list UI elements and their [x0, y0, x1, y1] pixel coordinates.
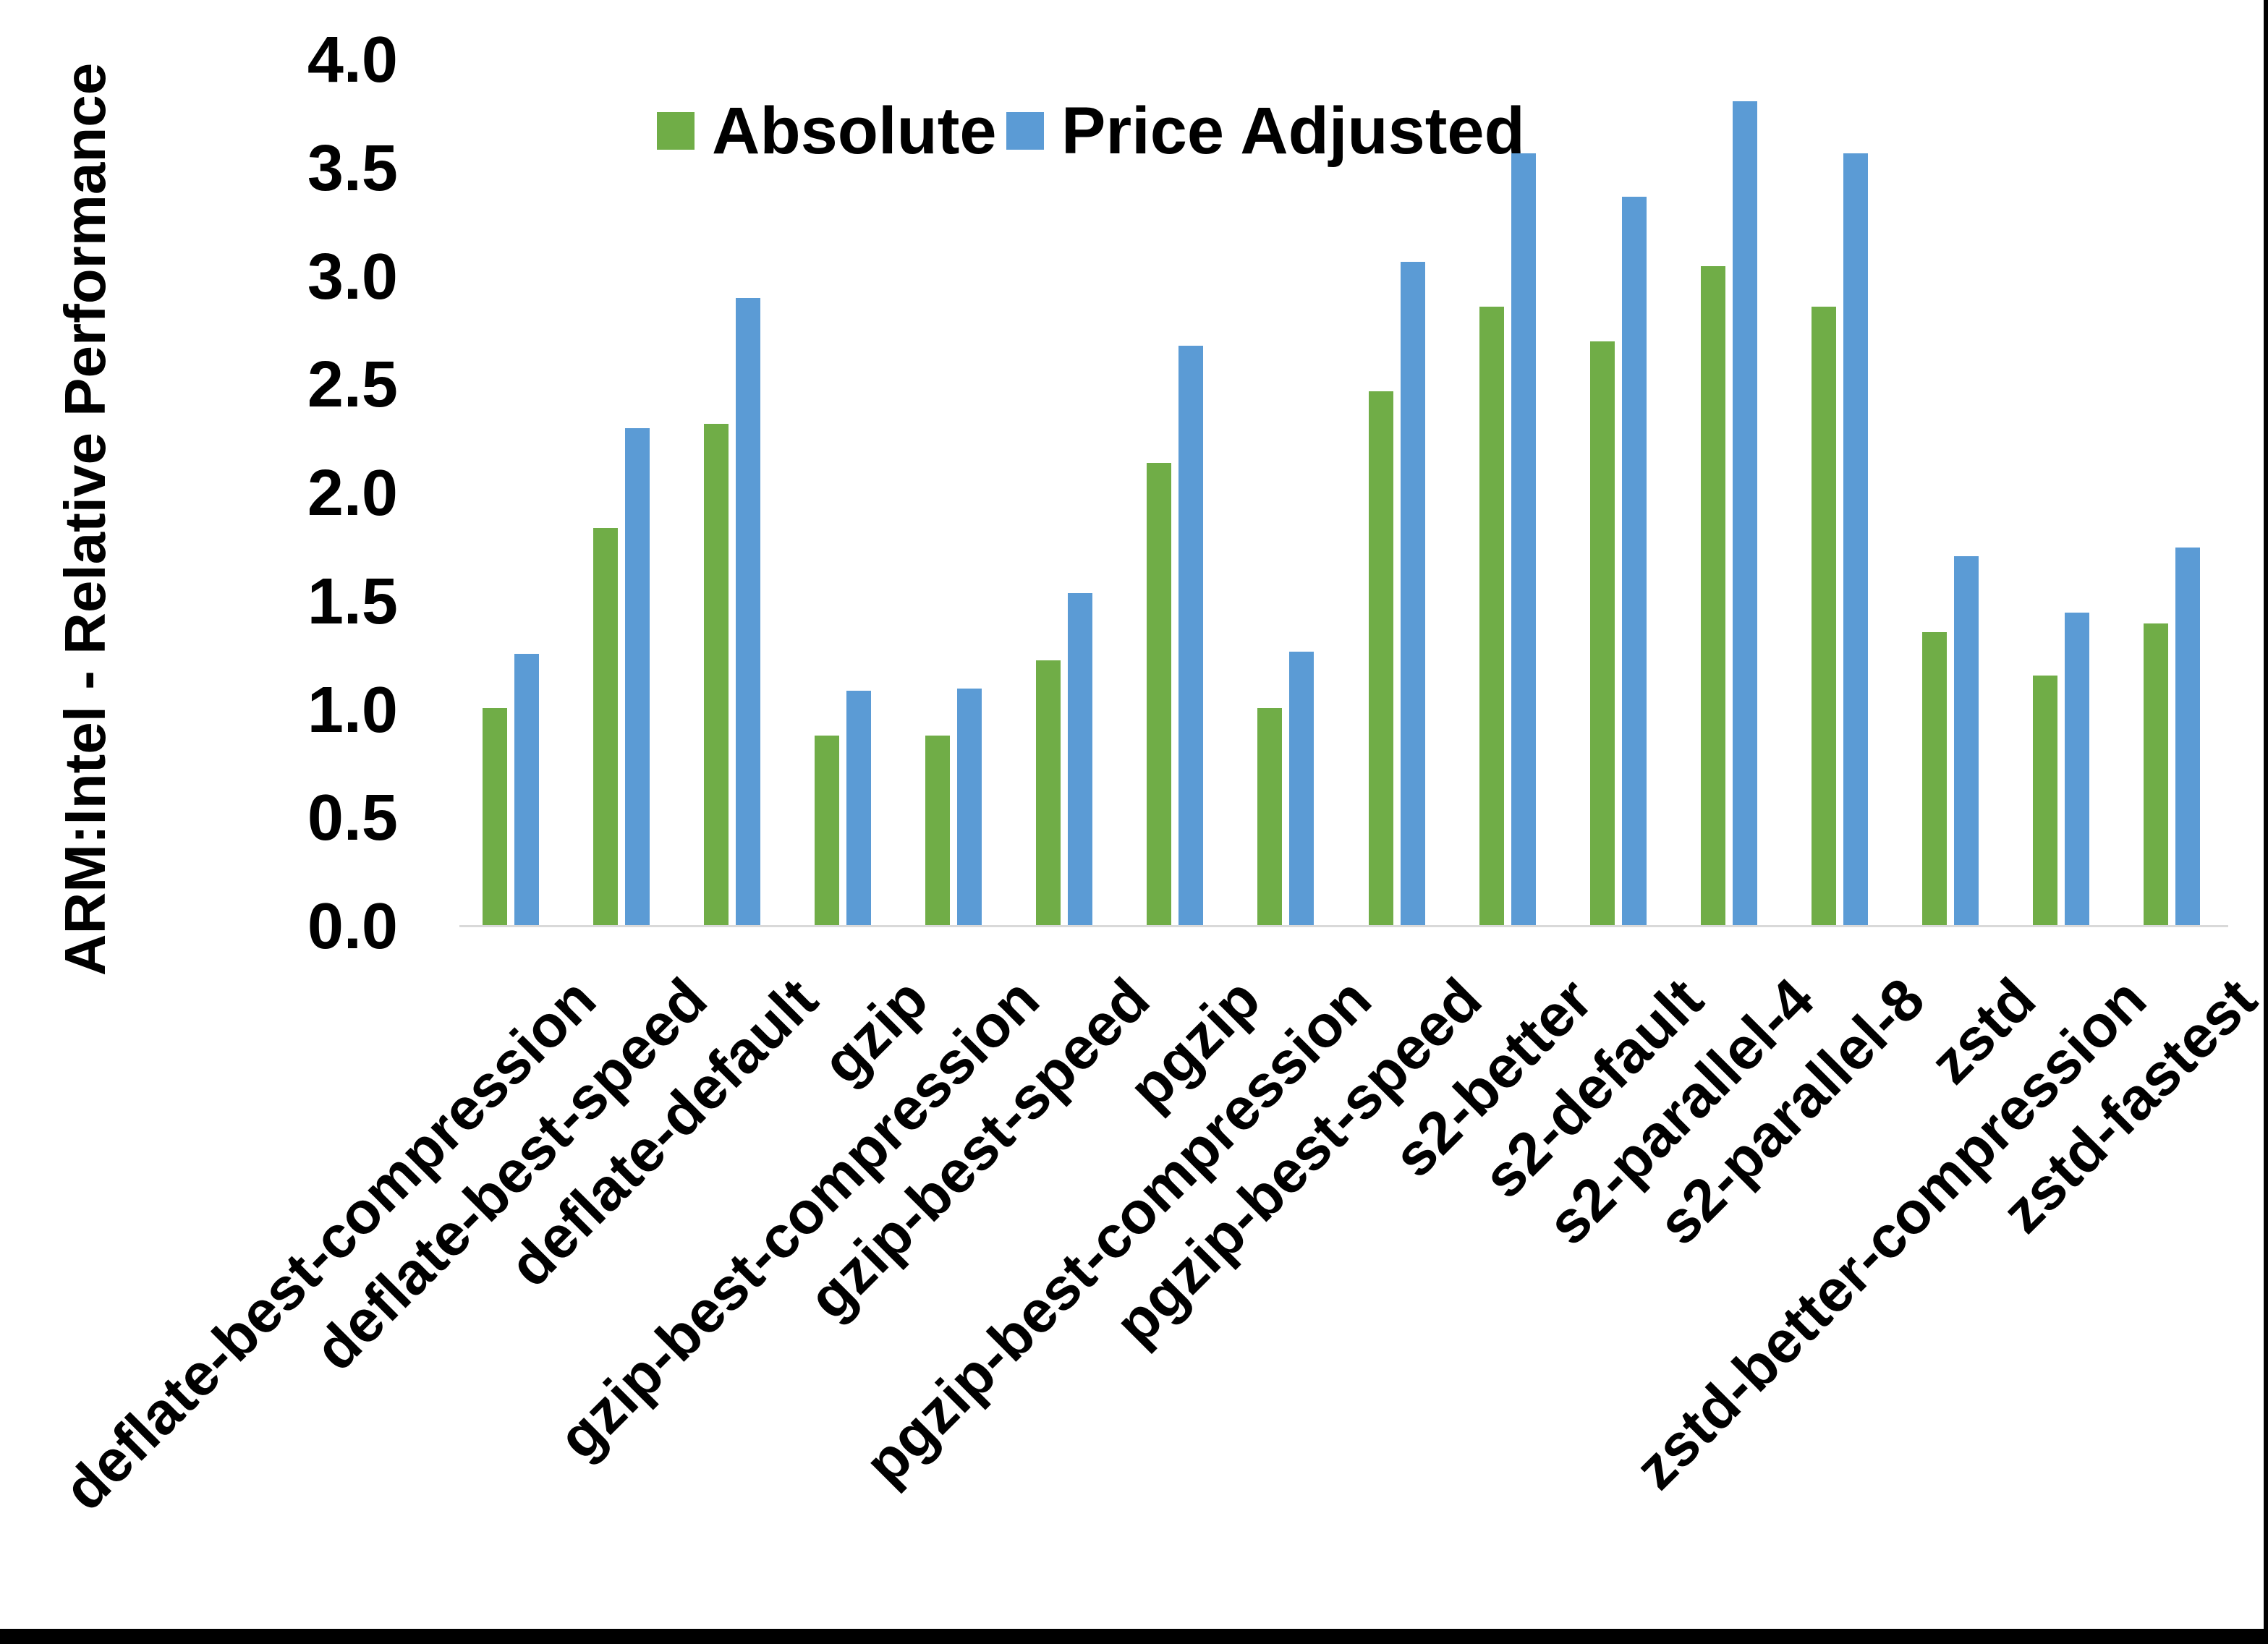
legend-swatch-absolute [657, 112, 695, 150]
page-edge-bottom [0, 1629, 2268, 1644]
bar-absolute-deflate-best-speed [593, 528, 618, 927]
y-tick-label: 3.5 [307, 132, 398, 205]
bar-price-adjusted-s2-default [1622, 197, 1647, 927]
legend-item-absolute: Absolute [657, 98, 997, 164]
bar-price-adjusted-deflate-best-compression [514, 654, 539, 927]
y-tick-label: 0.5 [307, 782, 398, 855]
y-tick-label: 1.0 [307, 673, 398, 746]
bar-absolute-zstd-better-compression [2033, 676, 2057, 927]
bar-price-adjusted-pgzip [1178, 346, 1203, 927]
y-tick-label: 1.5 [307, 565, 398, 638]
bar-price-adjusted-s2-parallel-8 [1843, 153, 1868, 927]
bar-absolute-gzip [815, 736, 839, 927]
bar-absolute-gzip-best-speed [1036, 660, 1061, 927]
bar-price-adjusted-zstd-fastest [2175, 548, 2200, 927]
bar-price-adjusted-gzip-best-speed [1068, 593, 1092, 927]
bar-price-adjusted-gzip [846, 691, 871, 927]
bar-price-adjusted-deflate-best-speed [625, 428, 650, 927]
bar-absolute-s2-default [1590, 341, 1615, 927]
y-tick-label: 4.0 [307, 24, 398, 96]
bar-absolute-deflate-default [704, 424, 729, 927]
legend-item-price-adjusted: Price Adjusted [1006, 98, 1525, 164]
y-tick-label: 2.0 [307, 457, 398, 529]
bar-absolute-s2-parallel-8 [1812, 307, 1836, 927]
bar-price-adjusted-zstd [1954, 556, 1979, 927]
bar-price-adjusted-gzip-best-compression [957, 689, 982, 927]
bar-absolute-deflate-best-compression [483, 708, 507, 927]
bar-absolute-zstd-fastest [2144, 623, 2168, 927]
bar-price-adjusted-zstd-better-compression [2065, 613, 2089, 927]
bar-absolute-pgzip-best-compression [1257, 708, 1282, 927]
page-edge-right [2264, 0, 2268, 1644]
bar-absolute-s2-better [1479, 307, 1504, 927]
x-axis-line [459, 925, 2228, 927]
bar-price-adjusted-pgzip-best-compression [1289, 652, 1314, 927]
bar-absolute-gzip-best-compression [925, 736, 950, 927]
y-axis-title: ARM:Intel - Relative Performance [53, 62, 117, 976]
y-tick-label: 0.0 [307, 890, 398, 963]
bar-absolute-s2-parallel-4 [1701, 266, 1725, 927]
legend-label-absolute: Absolute [712, 94, 997, 168]
y-tick-label: 3.0 [307, 240, 398, 313]
bar-price-adjusted-deflate-default [736, 298, 760, 927]
bar-price-adjusted-s2-parallel-4 [1733, 101, 1757, 927]
legend-label-price-adjusted: Price Adjusted [1061, 94, 1525, 168]
bar-price-adjusted-pgzip-best-speed [1401, 262, 1425, 927]
bar-price-adjusted-s2-better [1511, 153, 1536, 927]
bar-absolute-zstd [1922, 632, 1947, 927]
legend-swatch-price-adjusted [1006, 112, 1044, 150]
y-tick-label: 2.5 [307, 349, 398, 422]
bar-absolute-pgzip [1147, 463, 1171, 927]
bar-absolute-pgzip-best-speed [1369, 391, 1393, 927]
